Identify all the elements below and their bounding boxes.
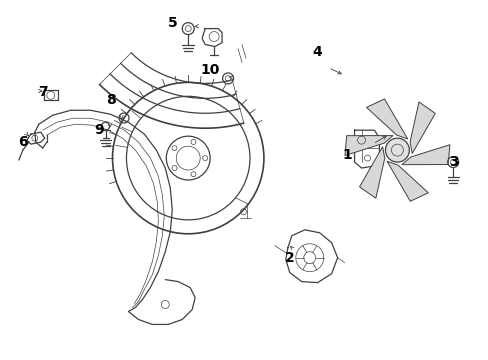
Polygon shape [359, 147, 384, 198]
Text: 8: 8 [105, 93, 115, 107]
Text: 7: 7 [38, 85, 47, 99]
Text: 4: 4 [312, 45, 322, 59]
Polygon shape [401, 145, 449, 165]
Text: 5: 5 [167, 15, 177, 30]
Text: 3: 3 [448, 155, 458, 169]
Polygon shape [344, 136, 392, 156]
Text: 6: 6 [18, 135, 28, 149]
Polygon shape [366, 99, 407, 139]
Text: 10: 10 [200, 63, 220, 77]
Text: 2: 2 [285, 251, 294, 265]
Text: 1: 1 [342, 148, 352, 162]
Text: 9: 9 [94, 123, 103, 137]
Circle shape [385, 138, 408, 162]
Polygon shape [409, 102, 434, 154]
Polygon shape [386, 161, 427, 201]
